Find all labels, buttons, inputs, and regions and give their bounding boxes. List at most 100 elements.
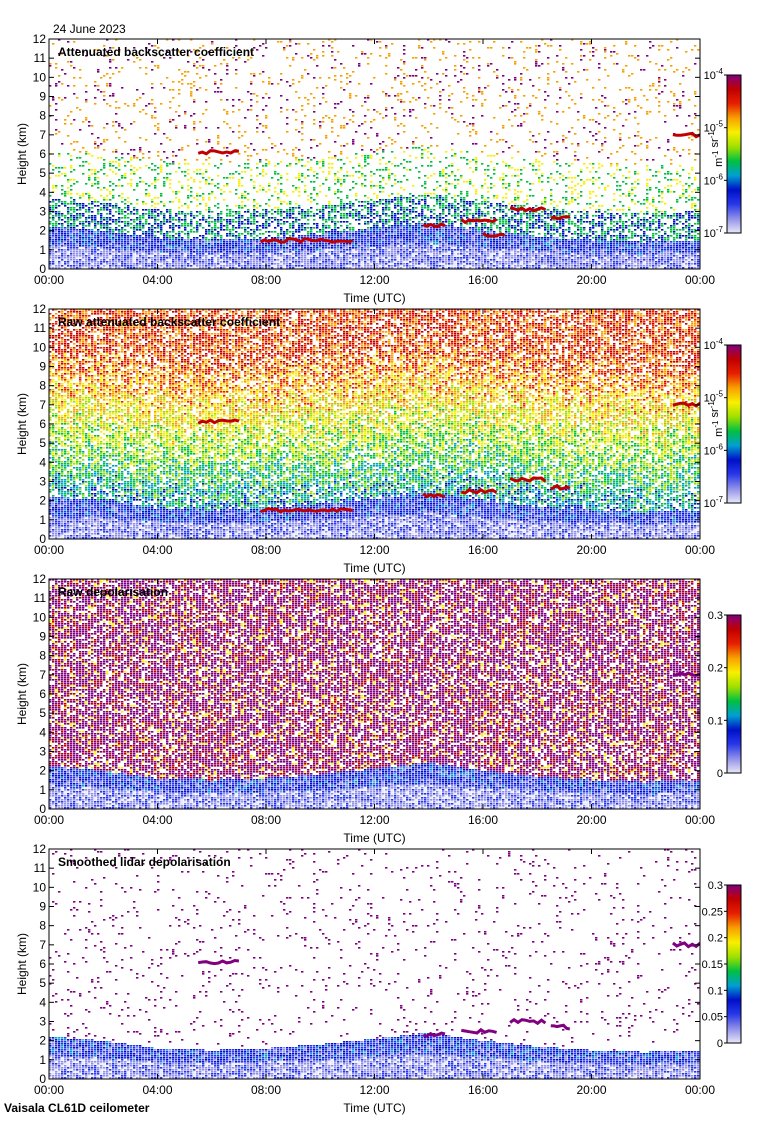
y-tick-label: 8 — [39, 919, 46, 933]
y-axis-label: Height (km) — [15, 933, 29, 995]
y-tick-label: 7 — [39, 668, 46, 682]
x-tick-label: 16:00 — [468, 813, 498, 827]
panel-title: Attenuated backscatter coefficient — [58, 45, 254, 59]
cloud-layer-2 — [422, 1031, 446, 1038]
colorbar — [726, 74, 742, 234]
y-tick-label: 12 — [33, 302, 47, 316]
panel-title: Smoothed lidar depolarisation — [58, 855, 231, 869]
x-tick-label: 12:00 — [359, 543, 389, 557]
heatmap-field — [49, 39, 700, 269]
y-tick-label: 8 — [39, 379, 46, 393]
panels: Attenuated backscatter coefficient012345… — [15, 32, 742, 1115]
x-tick-label: 20:00 — [576, 1083, 606, 1097]
colorbar — [726, 884, 742, 1044]
colorbar-tick-label: 0.3 — [708, 610, 723, 622]
x-tick-label: 08:00 — [251, 813, 281, 827]
y-tick-label: 1 — [39, 243, 46, 257]
cloud-layer-3 — [461, 1027, 497, 1035]
y-axis-label: Height (km) — [15, 393, 29, 455]
y-tick-label: 10 — [33, 70, 47, 84]
y-axis-label: Height (km) — [15, 663, 29, 725]
x-axis-label: Time (UTC) — [343, 831, 405, 845]
y-tick-label: 9 — [39, 360, 46, 374]
y-tick-label: 9 — [39, 630, 46, 644]
y-tick-label: 6 — [39, 687, 46, 701]
colorbar-tick-label: 0.05 — [702, 1012, 723, 1024]
y-tick-label: 11 — [34, 51, 47, 65]
y-tick-label: 2 — [39, 1034, 46, 1048]
y-tick-label: 0 — [39, 532, 46, 546]
cloud-layer-5 — [482, 231, 506, 238]
footer-label: Vaisala CL61D ceilometer — [4, 1101, 150, 1115]
x-tick-label: 04:00 — [142, 273, 172, 287]
y-tick-label: 6 — [39, 957, 46, 971]
y-tick-label: 5 — [39, 436, 46, 450]
x-tick-label: 00:00 — [685, 273, 715, 287]
colorbar-tick-label: 0.1 — [708, 985, 723, 997]
colorbar-tick-label: 10-6 — [704, 172, 724, 187]
x-tick-label: 16:00 — [468, 273, 498, 287]
cloud-layer-6 — [509, 206, 546, 213]
y-tick-label: 4 — [39, 185, 46, 199]
y-tick-label: 2 — [39, 764, 46, 778]
y-tick-label: 4 — [39, 455, 46, 469]
y-tick-label: 2 — [39, 224, 46, 238]
y-tick-label: 3 — [39, 475, 46, 489]
y-tick-label: 3 — [39, 745, 46, 759]
y-tick-label: 6 — [39, 417, 46, 431]
y-tick-label: 7 — [39, 398, 46, 412]
colorbar-tick-label: 0 — [717, 768, 723, 780]
x-tick-label: 04:00 — [142, 813, 172, 827]
x-tick-label: 00:00 — [34, 813, 64, 827]
panel-title: Raw attenuated backscatter coefficient — [58, 315, 280, 329]
y-tick-label: 5 — [39, 976, 46, 990]
x-tick-label: 00:00 — [34, 1083, 64, 1097]
y-tick-label: 0 — [39, 802, 46, 816]
date-label: 24 June 2023 — [53, 22, 126, 36]
panel-2: Raw attenuated backscatter coefficient 0 1… — [15, 302, 742, 575]
y-tick-label: 9 — [39, 90, 46, 104]
y-tick-label: 1 — [39, 513, 46, 527]
colorbar-tick-label: 0.3 — [708, 880, 723, 892]
y-tick-label: 10 — [33, 610, 47, 624]
cloud-layer-7 — [550, 215, 570, 221]
cloud-layer-5 — [509, 476, 547, 483]
cloud-layer-1 — [197, 958, 240, 966]
cloud-layer-3 — [422, 492, 446, 499]
x-axis-label: Time (UTC) — [343, 561, 405, 575]
x-tick-label: 20:00 — [576, 813, 606, 827]
cloud-layer-2 — [260, 506, 354, 514]
colorbar-tick-label: 10-7 — [704, 225, 724, 240]
y-tick-label: 8 — [39, 109, 46, 123]
x-tick-label: 08:00 — [251, 273, 281, 287]
y-tick-label: 8 — [39, 649, 46, 663]
y-tick-label: 11 — [34, 591, 47, 605]
x-axis-label: Time (UTC) — [343, 1101, 405, 1115]
cloud-layer-3 — [422, 222, 446, 229]
panel-title: Raw depolarisation — [58, 585, 168, 599]
y-tick-label: 11 — [34, 321, 47, 335]
x-tick-label: 12:00 — [359, 1083, 389, 1097]
y-tick-label: 6 — [39, 147, 46, 161]
x-tick-label: 00:00 — [685, 543, 715, 557]
colorbar-tick-label: 10-7 — [704, 495, 724, 510]
cloud-layer-4 — [460, 217, 498, 225]
colorbar-tick-label: 0 — [717, 1038, 723, 1050]
x-tick-label: 04:00 — [142, 543, 172, 557]
y-axis-label: Height (km) — [15, 123, 29, 185]
x-tick-label: 00:00 — [34, 273, 64, 287]
y-tick-label: 12 — [33, 32, 47, 46]
cloud-layer-5 — [550, 1023, 571, 1031]
heatmap-field — [49, 579, 700, 809]
cloud-layer-6 — [671, 941, 700, 949]
x-axis-label: Time (UTC) — [343, 291, 405, 305]
cloud-layer-6 — [550, 483, 571, 491]
y-tick-label: 3 — [39, 205, 46, 219]
colorbar-tick-label: 10-4 — [704, 67, 724, 82]
colorbar-tick-label: 0.1 — [708, 715, 723, 727]
x-tick-label: 20:00 — [576, 273, 606, 287]
panel-1: Attenuated backscatter coefficient012345… — [15, 32, 742, 305]
